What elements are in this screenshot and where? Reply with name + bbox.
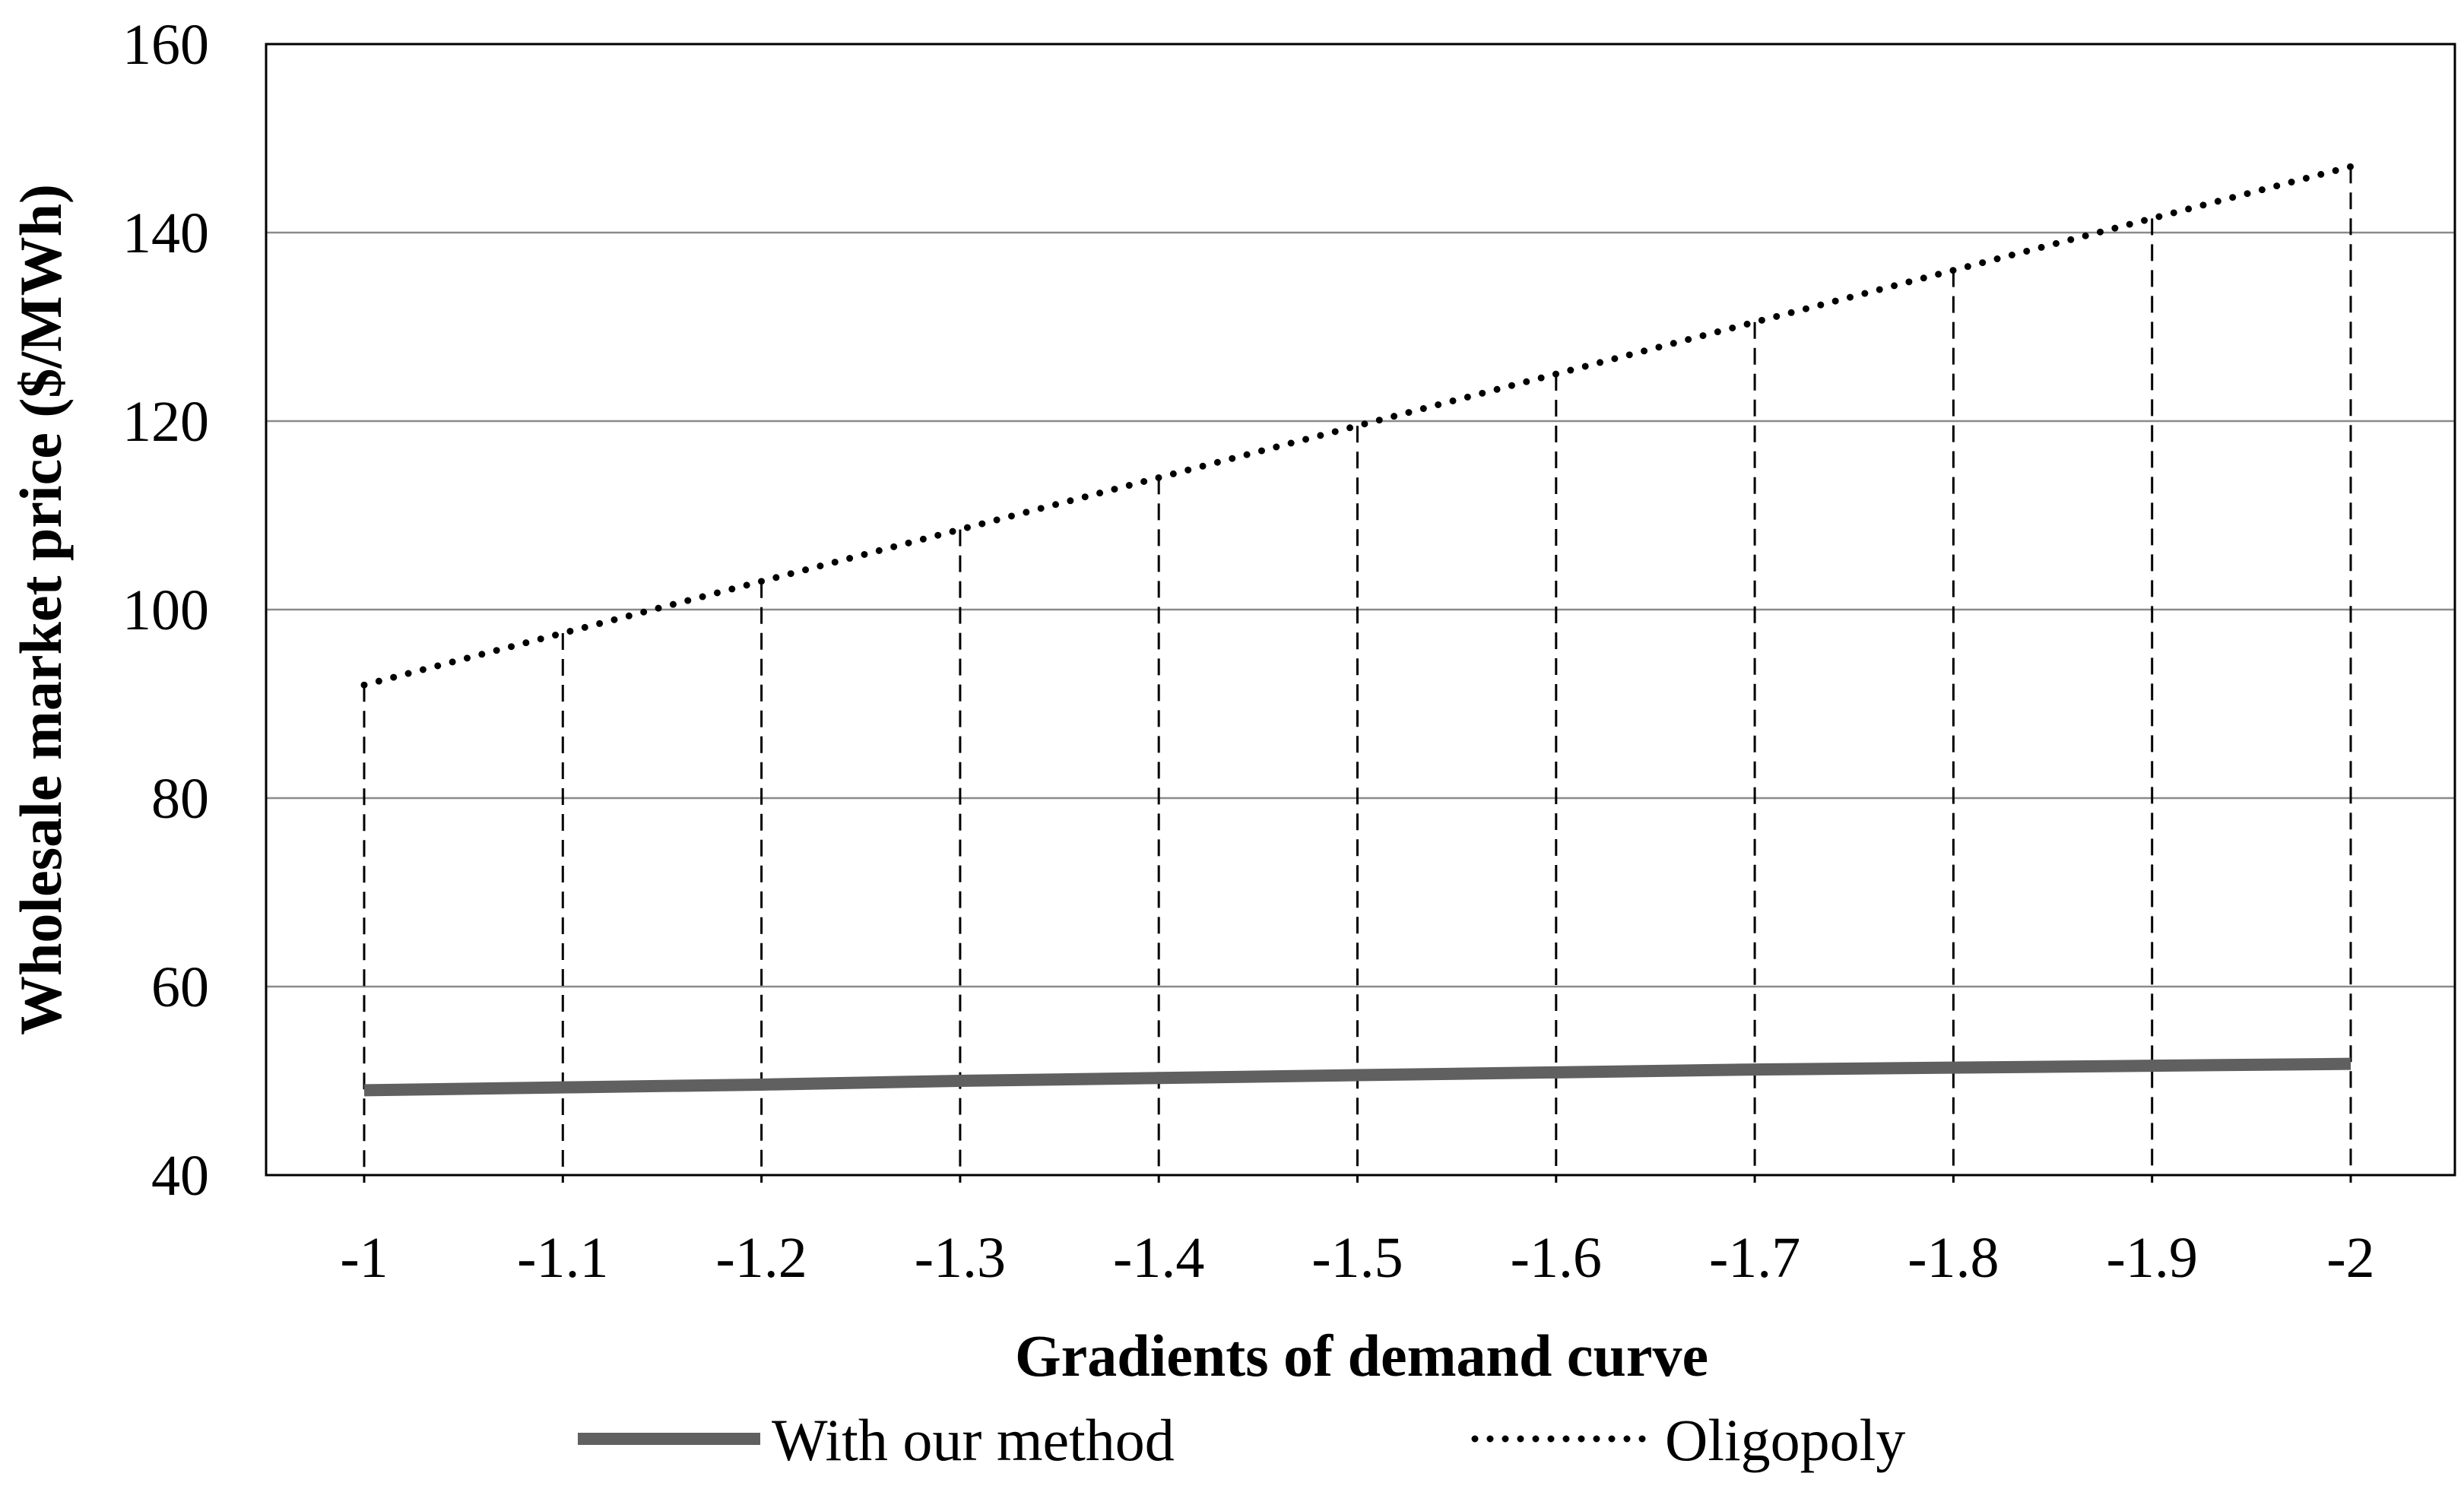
x-tick-label: -1.2 [715,1226,807,1290]
y-tick-label: 40 [151,1144,209,1208]
y-tick-label: 140 [122,201,209,265]
x-axis-ticks: -1 -1.1 -1.2 -1.3 -1.4 -1.5 -1.6 -1.7 -1.8 -1.9 -2 [340,1226,2374,1290]
y-axis-label: Wholesale market price ($/MWh) [8,184,74,1035]
y-tick-label: 120 [122,390,209,454]
series-line-with-our-method [363,1057,2351,1097]
x-tick-label: -1.8 [1907,1226,1999,1290]
legend: With our method Oligopoly [578,1407,1905,1473]
legend-label-with-our-method: With our method [772,1407,1175,1473]
x-tick-label: -1.6 [1511,1226,1602,1290]
y-tick-label: 80 [151,767,209,831]
y-tick-label: 100 [122,578,209,642]
x-tick-label: -1.1 [517,1226,608,1290]
y-tick-label: 160 [122,13,209,77]
x-tick-label: -1.9 [2107,1226,2198,1290]
gridlines [266,231,2455,988]
x-tick-label: -1 [340,1226,388,1290]
x-tick-label: -1.3 [915,1226,1006,1290]
x-tick-label: -1.4 [1113,1226,1204,1290]
y-tick-label: 60 [151,955,209,1019]
series-lines [360,163,2355,1097]
x-tick-label: -1.7 [1709,1226,1800,1290]
x-axis-label: Gradients of demand curve [1015,1323,1708,1389]
x-tick-label: -2 [2326,1226,2374,1290]
x-tick-label: -1.5 [1311,1226,1403,1290]
drop-lines [363,166,2352,1183]
y-axis-ticks: 40 60 80 100 120 140 160 [122,13,209,1208]
plot-area-frame [265,43,2456,1177]
legend-label-oligopoly: Oligopoly [1665,1407,1905,1473]
